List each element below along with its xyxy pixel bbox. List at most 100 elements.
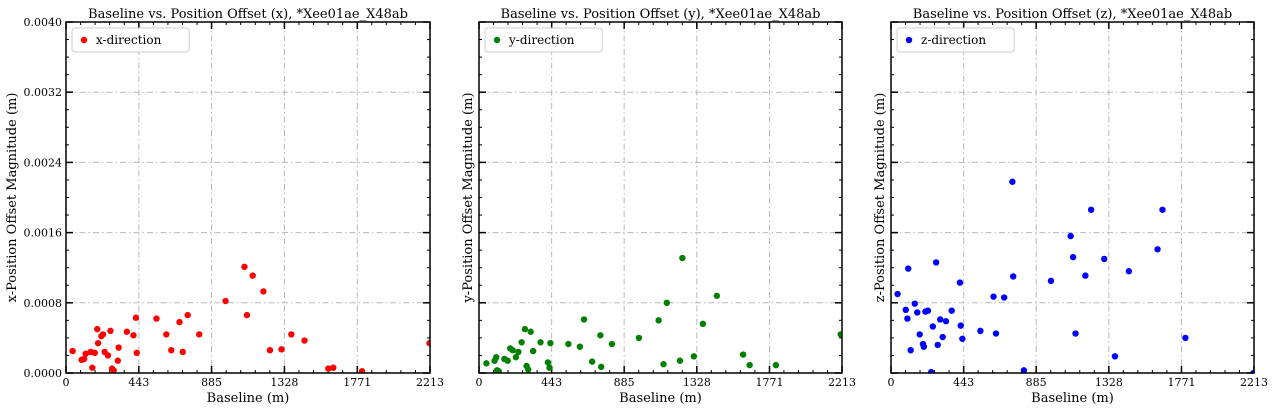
data-point [911,300,918,307]
data-point [82,350,89,357]
data-point [546,364,553,371]
data-point [547,339,554,347]
data-point [426,339,430,347]
chart-panel-3: Baseline vs. Position Offset (z), *Xee01… [873,7,1268,406]
data-point [679,254,686,262]
y-tick-label: 0.0024 [24,156,63,169]
y-tick-label: 0.0008 [24,297,63,310]
data-point [894,290,901,298]
y-axis-label: z-Position Offset Magnitude (m) [873,93,888,303]
x-tick-label: 1771 [343,376,371,389]
x-tick-label: 2213 [416,376,444,389]
data-point [1111,353,1119,360]
x-tick-label: 443 [128,376,149,389]
data-point [1182,334,1189,342]
y-tick-label: 0.0040 [24,16,63,29]
data-point [699,320,707,328]
data-point [80,355,88,363]
plot-frame [890,21,1255,374]
data-point [956,279,964,286]
data-point [904,315,911,322]
data-point [110,367,117,373]
data-point [1072,330,1079,337]
data-point [939,333,946,341]
data-point [1159,206,1166,213]
data-point [663,299,671,306]
plot-frame [478,21,843,374]
data-point [222,297,229,305]
data-point [527,328,534,335]
data-point [163,331,170,338]
x-tick-label: 443 [953,376,974,389]
legend-box [896,27,1015,53]
data-point [1020,367,1028,373]
y-tick-label: 0.0016 [24,227,63,240]
data-point [288,331,295,338]
x-tick-label: 443 [541,376,562,389]
data-point [179,348,186,356]
data-point [1087,206,1095,213]
data-point [676,357,684,364]
data-point [94,325,101,333]
x-tick-label: 1328 [270,376,298,389]
data-point [635,334,643,342]
data-point [914,309,921,316]
y-axis-label: x-Position Offset Magnitude (m) [5,93,20,303]
x-tick-label: 0 [888,376,895,389]
x-tick-label: 2213 [828,376,856,389]
x-axis-label: Baseline (m) [619,391,702,406]
x-tick-label: 1328 [1095,376,1123,389]
data-point [948,307,955,314]
data-point [115,344,122,351]
data-point [94,339,102,347]
chart-title: Baseline vs. Position Offset (y), *Xee01… [501,7,821,22]
data-point [241,263,248,271]
data-point [123,328,131,335]
data-points [894,178,1254,373]
data-point [1154,246,1161,253]
x-tick-label: 1771 [1167,376,1195,389]
data-point [772,361,780,369]
data-point [521,325,529,333]
data-point [937,316,944,323]
chart-title: Baseline vs. Position Offset (x), *Xee01… [88,7,408,22]
data-point [176,318,183,326]
data-point [905,265,912,272]
data-point [537,339,544,346]
data-point [243,311,251,319]
data-point [133,349,140,357]
x-tick-label: 885 [614,376,635,389]
data-point [325,365,332,372]
data-point [1101,255,1108,263]
data-point [924,307,932,314]
x-tick-label: 885 [201,376,222,389]
data-point [493,354,500,361]
data-point [69,347,76,355]
data-point [957,322,964,329]
data-point [495,368,502,373]
data-point [942,318,950,325]
legend: x-direction [71,27,190,53]
x-tick-label: 885 [1026,376,1047,389]
data-point [544,359,552,366]
data-point [565,340,572,348]
data-point [932,259,940,266]
data-point [713,292,721,299]
data-point [114,357,122,364]
data-point [278,346,285,353]
data-point [588,358,596,365]
data-point [660,361,667,368]
data-point [739,351,747,358]
data-point [99,331,107,338]
chart-title: Baseline vs. Position Offset (z), *Xee01… [913,7,1232,22]
data-point [1069,253,1077,261]
legend-label: z-direction [921,33,986,47]
data-point [260,288,267,295]
x-tick-label: 1328 [683,376,711,389]
data-point [576,343,584,350]
data-point [358,368,366,373]
data-point [249,272,256,279]
data-point [916,331,923,338]
data-point [184,311,191,319]
